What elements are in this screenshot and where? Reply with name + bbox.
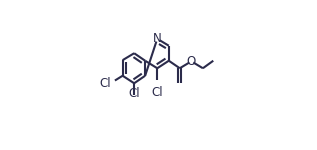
Text: Cl: Cl bbox=[99, 77, 111, 90]
Text: O: O bbox=[187, 55, 196, 68]
Text: N: N bbox=[153, 32, 162, 45]
Text: Cl: Cl bbox=[152, 87, 163, 99]
Text: Cl: Cl bbox=[128, 87, 140, 100]
